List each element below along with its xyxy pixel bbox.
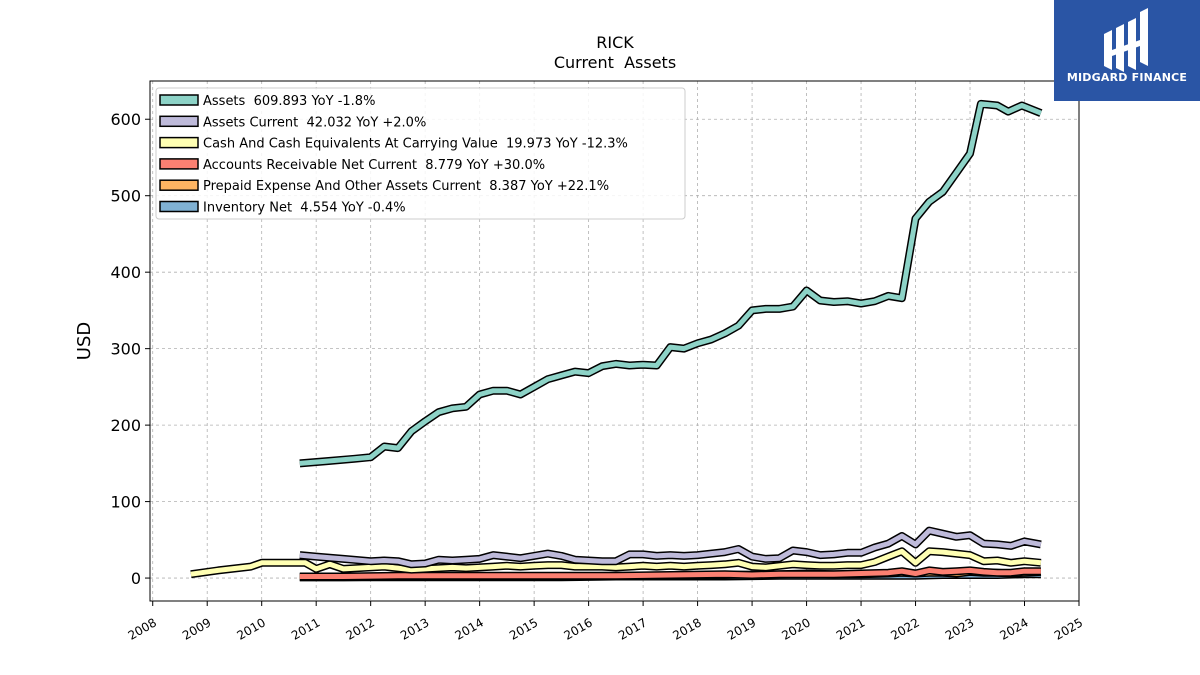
series-lines xyxy=(190,99,1043,582)
brand-name: MIDGARD FINANCE xyxy=(1066,71,1188,84)
y-tick-label: 400 xyxy=(110,263,141,282)
x-tick-label: 2017 xyxy=(616,615,649,642)
series-line xyxy=(299,101,1042,466)
x-tick-label: 2009 xyxy=(180,615,213,642)
legend-label: Cash And Cash Equivalents At Carrying Va… xyxy=(203,137,628,152)
x-axis-ticks: 2008 2009 2010 2011 2012 2013 2014 2015 2016 2017… xyxy=(126,601,1085,643)
x-tick-label: 2024 xyxy=(997,615,1030,642)
legend-swatch xyxy=(159,200,199,213)
x-tick-label: 2015 xyxy=(507,615,540,642)
x-tick-label: 2019 xyxy=(725,615,758,642)
legend-swatch xyxy=(159,136,199,149)
legend-swatch xyxy=(159,115,199,128)
legend-label: Assets Current 42.032 YoY +2.0% xyxy=(203,115,426,130)
x-tick-label: 2012 xyxy=(344,615,377,642)
y-tick-label: 600 xyxy=(110,110,141,129)
series-line xyxy=(299,567,1041,579)
chart-subtitle: Current Assets xyxy=(554,53,676,72)
x-tick-label: 2011 xyxy=(289,615,322,642)
x-tick-label: 2025 xyxy=(1052,615,1085,642)
legend-box xyxy=(155,87,686,220)
legend-swatch xyxy=(159,179,199,191)
legend-label: Inventory Net 4.554 YoY -0.4% xyxy=(203,201,406,216)
x-tick-label: 2010 xyxy=(235,615,268,642)
legend-swatch xyxy=(159,94,199,106)
x-tick-label: 2018 xyxy=(670,615,703,642)
y-tick-label: 200 xyxy=(110,416,141,435)
x-tick-label: 2014 xyxy=(452,615,485,642)
y-tick-label: 300 xyxy=(110,340,141,359)
legend-label: Assets 609.893 YoY -1.8% xyxy=(203,94,375,109)
legend: Assets 609.893 YoY -1.8% Assets Current 4… xyxy=(155,87,686,220)
series-line xyxy=(299,528,1042,567)
series-line xyxy=(190,548,1042,577)
y-tick-label: 100 xyxy=(110,493,141,512)
y-tick-label: 500 xyxy=(110,187,141,206)
legend-swatch xyxy=(159,158,199,170)
chart-title: RICK xyxy=(596,33,634,52)
x-tick-label: 2016 xyxy=(561,615,594,642)
x-tick-label: 2020 xyxy=(779,615,812,642)
plot-frame xyxy=(149,80,1080,602)
legend-label: Accounts Receivable Net Current 8.779 Yo… xyxy=(203,158,545,173)
x-tick-label: 2023 xyxy=(943,615,976,642)
y-axis-ticks: 0 100 200 300 400 500 600 xyxy=(110,110,150,588)
x-tick-label: 2021 xyxy=(834,615,867,642)
legend-label: Prepaid Expense And Other Assets Current… xyxy=(203,179,609,194)
x-tick-label: 2008 xyxy=(126,615,159,642)
y-tick-label: 0 xyxy=(131,569,141,588)
brand-mark-icon xyxy=(1104,8,1148,72)
x-tick-label: 2013 xyxy=(398,615,431,642)
x-tick-label: 2022 xyxy=(888,615,921,642)
y-axis-label: USD xyxy=(74,322,95,360)
brand-logo: MIDGARD FINANCE xyxy=(1054,0,1200,101)
